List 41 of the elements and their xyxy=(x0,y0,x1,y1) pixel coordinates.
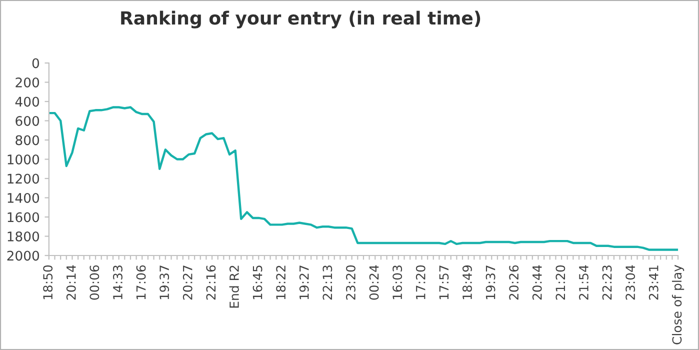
x-tick-label: Close of play xyxy=(672,264,684,344)
x-tick-label: 17:06 xyxy=(136,265,146,300)
x-tick-label: 22:16 xyxy=(206,265,216,300)
x-tick-label: 18:50 xyxy=(43,265,53,300)
x-tick-label: 19:37 xyxy=(160,266,170,300)
x-tick-label: 14:33 xyxy=(113,266,122,300)
x-tick-label: 23:04 xyxy=(626,265,636,300)
x-tick-label: 22:13 xyxy=(322,266,332,300)
line-series xyxy=(48,106,678,251)
x-tick-label: 23:41 xyxy=(648,266,658,300)
y-tick-label: 0 xyxy=(32,58,40,68)
x-tick-label: 17:20 xyxy=(416,265,426,300)
y-tick-label: 800 xyxy=(16,135,40,146)
x-tick-label: 20:14 xyxy=(66,265,76,300)
y-tick-label: 1000 xyxy=(8,154,40,164)
x-tick-label: 16:45 xyxy=(252,266,262,300)
x-tick-label: 23:20 xyxy=(346,265,356,300)
x-tick-label: 19:27 xyxy=(299,266,309,300)
x-tick-label: 16:03 xyxy=(392,266,402,300)
y-tick-label: 200 xyxy=(16,77,40,88)
y-tick-label: 400 xyxy=(15,96,40,107)
x-tick-label: 21:54 xyxy=(579,265,588,300)
x-tick-label: 00:06 xyxy=(90,265,100,300)
y-tick-label: 1800 xyxy=(8,231,40,242)
x-tick-label: 20:44 xyxy=(532,265,542,300)
x-tick-label: 20:26 xyxy=(509,265,519,300)
y-tick-label: 2000 xyxy=(7,250,40,261)
x-tick-label: 19:37 xyxy=(486,266,496,300)
x-tick-label: 00:24 xyxy=(369,265,379,300)
x-tick-label: 17:57 xyxy=(439,266,449,300)
x-tick-label: 20:27 xyxy=(182,266,192,300)
x-tick-label: End R2 xyxy=(229,266,239,308)
y-tick-label: 600 xyxy=(16,116,40,126)
y-tick-label: 1600 xyxy=(8,212,40,222)
x-tick-label: 18:49 xyxy=(462,265,472,300)
y-tick-label: 1400 xyxy=(8,192,40,203)
y-tick-label: 1200 xyxy=(8,174,40,184)
chart-title: Ranking of your entry (in real time) xyxy=(121,10,480,28)
x-tick-label: 18:22 xyxy=(276,266,286,300)
x-tick-label: 22:23 xyxy=(602,266,612,300)
x-tick-label: 21:20 xyxy=(556,265,566,300)
